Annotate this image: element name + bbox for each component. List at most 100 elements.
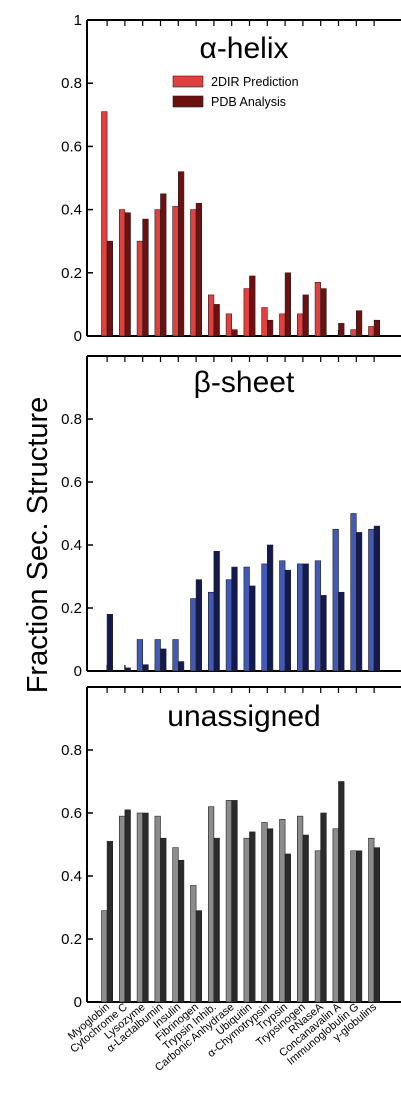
bar-beta-sheet-s2-13 <box>338 591 345 672</box>
y-tick-label: 0.6 <box>61 805 82 822</box>
bar-unassigned-s1-3 <box>154 815 161 1003</box>
bar-alpha-helix-s2-10 <box>284 272 292 337</box>
bar-beta-sheet-s2-6 <box>213 550 220 672</box>
y-tick-label: 0.2 <box>61 600 82 617</box>
bar-beta-sheet-s2-10 <box>284 569 292 672</box>
bar-unassigned-s2-0 <box>106 841 113 1003</box>
bar-unassigned-s1-5 <box>190 885 197 1003</box>
bar-alpha-helix-s1-7 <box>225 313 233 337</box>
y-tick-label: 0 <box>74 663 82 680</box>
bar-unassigned-s2-13 <box>338 781 345 1003</box>
bar-alpha-helix-s1-4 <box>172 206 179 337</box>
bar-unassigned-s1-12 <box>314 850 322 1003</box>
bar-beta-sheet-s1-8 <box>243 566 250 672</box>
y-tick-label: 0.6 <box>61 138 82 155</box>
bar-unassigned-s2-2 <box>142 812 149 1003</box>
y-tick-label: 0.6 <box>61 474 82 491</box>
bar-beta-sheet-s2-0 <box>106 613 113 672</box>
bar-beta-sheet-s1-2 <box>136 639 144 672</box>
bar-beta-sheet-s2-12 <box>320 595 327 672</box>
panel-title-beta-sheet: β-sheet <box>194 366 295 399</box>
bar-alpha-helix-s1-15 <box>368 326 375 337</box>
bar-beta-sheet-s2-15 <box>373 525 381 672</box>
bar-unassigned-s2-1 <box>124 809 131 1003</box>
bar-alpha-helix-s2-1 <box>124 212 131 337</box>
bar-alpha-helix-s2-15 <box>373 319 381 337</box>
bar-beta-sheet-s1-6 <box>208 591 215 672</box>
y-tick-label: 0 <box>74 328 82 345</box>
bar-unassigned-s1-15 <box>368 837 375 1003</box>
bar-unassigned-s1-10 <box>279 818 286 1003</box>
bar-beta-sheet-s1-3 <box>154 639 161 672</box>
bar-alpha-helix-s1-11 <box>296 313 304 337</box>
bar-alpha-helix-s2-8 <box>249 275 256 337</box>
bar-alpha-helix-s1-6 <box>208 294 215 337</box>
bar-alpha-helix-s1-8 <box>243 288 250 337</box>
bar-unassigned-s1-7 <box>225 800 233 1003</box>
bar-unassigned-s2-5 <box>195 910 203 1003</box>
bar-beta-sheet-s1-12 <box>314 560 322 672</box>
y-tick-label: 0.4 <box>61 537 82 554</box>
bar-alpha-helix-s2-5 <box>195 202 203 337</box>
y-tick-label: 0.4 <box>61 202 82 219</box>
bar-beta-sheet-s2-8 <box>249 585 256 672</box>
bar-beta-sheet-s2-9 <box>266 544 274 672</box>
legend-swatch <box>172 95 204 108</box>
bar-unassigned-s2-12 <box>320 812 327 1003</box>
bar-unassigned-s2-14 <box>355 850 363 1003</box>
bar-alpha-helix-s1-5 <box>190 209 197 337</box>
bar-unassigned-s2-11 <box>302 834 309 1003</box>
bar-alpha-helix-s2-11 <box>302 294 309 337</box>
legend-swatch <box>172 75 204 88</box>
bar-beta-sheet-s1-4 <box>172 639 179 672</box>
bar-unassigned-s1-6 <box>208 806 215 1003</box>
bar-alpha-helix-s2-14 <box>355 310 363 337</box>
bar-beta-sheet-s2-2 <box>142 664 149 672</box>
bar-alpha-helix-s2-4 <box>178 171 185 337</box>
bar-alpha-helix-s2-2 <box>142 218 149 337</box>
y-tick-label: 0.4 <box>61 868 82 885</box>
bar-alpha-helix-s1-3 <box>154 209 161 337</box>
bar-beta-sheet-s2-5 <box>195 579 203 672</box>
bar-alpha-helix-s2-6 <box>213 304 220 337</box>
bar-alpha-helix-s1-0 <box>101 111 108 337</box>
bar-unassigned-s2-7 <box>231 800 238 1003</box>
bar-unassigned-s2-10 <box>284 853 292 1003</box>
bar-unassigned-s1-8 <box>243 837 250 1003</box>
bar-alpha-helix-s2-3 <box>160 193 167 337</box>
bar-alpha-helix-s1-10 <box>279 313 286 337</box>
bar-unassigned-s1-14 <box>350 850 357 1003</box>
bar-alpha-helix-s2-12 <box>320 288 327 337</box>
bar-beta-sheet-s1-9 <box>261 563 268 672</box>
panel-title-unassigned: unassigned <box>167 700 320 733</box>
bar-unassigned-s2-3 <box>160 837 167 1003</box>
y-axis-label: Fraction Sec. Structure <box>22 397 54 694</box>
bar-alpha-helix-s1-14 <box>350 329 357 337</box>
bar-unassigned-s1-2 <box>136 812 144 1003</box>
y-tick-label: 0.8 <box>61 742 82 759</box>
bar-beta-sheet-s2-7 <box>231 566 238 672</box>
bar-unassigned-s1-1 <box>119 815 126 1003</box>
bar-unassigned-s2-15 <box>373 847 381 1003</box>
bar-beta-sheet-s2-14 <box>355 532 363 672</box>
bar-alpha-helix-s2-0 <box>106 240 113 337</box>
unassigned-panel: 0 0.2 0.4 0.6 0.8 unassigned <box>61 686 401 1011</box>
bar-beta-sheet-s1-10 <box>279 560 286 672</box>
bar-beta-sheet-s1-13 <box>332 528 339 672</box>
legend-label: 2DIR Prediction <box>211 75 299 89</box>
bar-alpha-helix-s2-13 <box>338 323 345 337</box>
y-tick-label: 0 <box>74 994 82 1011</box>
bar-alpha-helix-s1-12 <box>314 281 322 337</box>
y-tick-label: 1 <box>74 12 82 29</box>
bar-alpha-helix-s1-2 <box>136 240 144 337</box>
y-tick-label: 0.8 <box>61 75 82 92</box>
bar-beta-sheet-s1-14 <box>350 513 357 672</box>
bar-beta-sheet-s2-4 <box>178 661 185 672</box>
bar-alpha-helix-s1-1 <box>119 209 126 337</box>
bar-unassigned-s2-8 <box>249 831 256 1003</box>
legend-label: PDB Analysis <box>211 95 286 109</box>
alpha-helix-panel: 0 0.2 0.4 0.6 0.8 1 α-helix 2DIR Prediction PDB … <box>61 12 401 345</box>
bar-unassigned-s1-9 <box>261 822 268 1003</box>
bar-beta-sheet-s2-3 <box>160 648 167 672</box>
